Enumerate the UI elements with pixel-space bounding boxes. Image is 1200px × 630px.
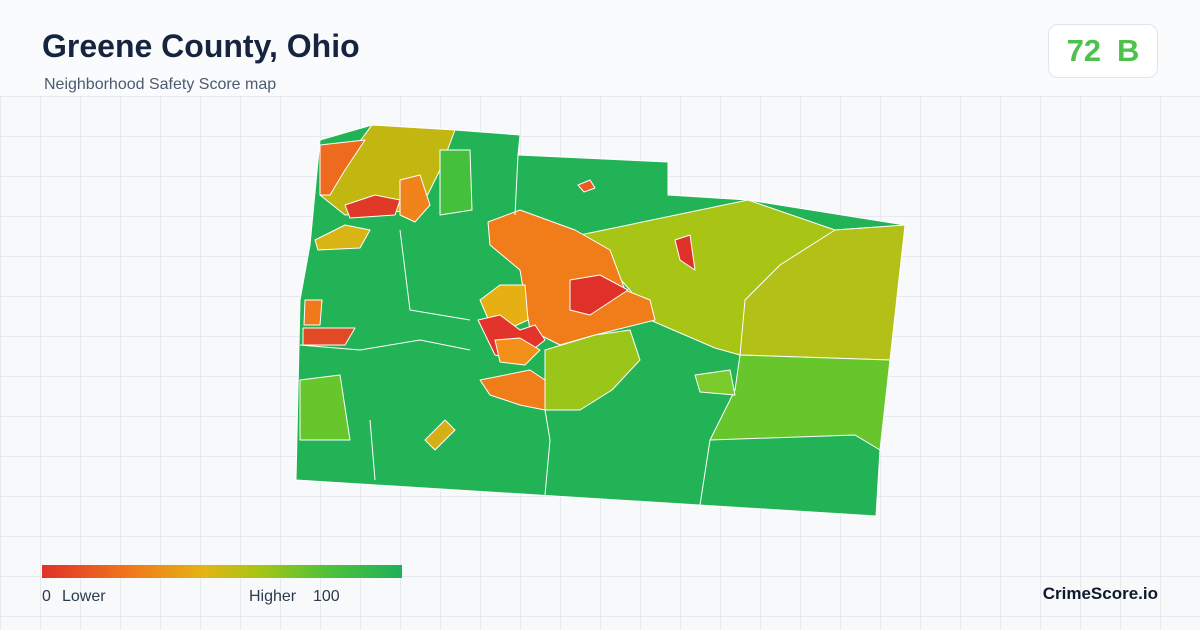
region (344, 194, 401, 219)
region (314, 224, 371, 251)
legend-min-label: Lower (62, 588, 106, 605)
region (569, 274, 629, 316)
header (0, 0, 1200, 96)
region (424, 419, 456, 451)
region (439, 149, 473, 216)
score-badge: 72 B (1048, 24, 1158, 78)
region (302, 327, 356, 346)
brand: CrimeScore.io (1042, 584, 1158, 603)
region (674, 234, 696, 271)
region (319, 139, 366, 196)
region (399, 174, 431, 223)
region (577, 179, 596, 193)
score-grade: B (1117, 33, 1140, 68)
legend-max-label: Higher (249, 588, 297, 605)
boundary (399, 229, 471, 321)
boundary (544, 409, 551, 496)
legend-gradient (42, 565, 402, 578)
region (299, 374, 351, 441)
region (487, 209, 656, 346)
score-value: 72 (1066, 33, 1102, 68)
subtitle: Neighborhood Safety Score map (44, 76, 277, 93)
legend-min: 0 (42, 588, 51, 605)
region (303, 299, 323, 326)
region (544, 329, 641, 411)
region (494, 337, 541, 366)
boundary (369, 419, 376, 481)
title: Greene County, Ohio (42, 28, 360, 64)
boundary (299, 339, 471, 351)
boundary (699, 439, 711, 506)
region (709, 354, 891, 451)
legend-max: 100 (313, 588, 340, 605)
boundary (514, 154, 519, 216)
region (694, 369, 736, 396)
